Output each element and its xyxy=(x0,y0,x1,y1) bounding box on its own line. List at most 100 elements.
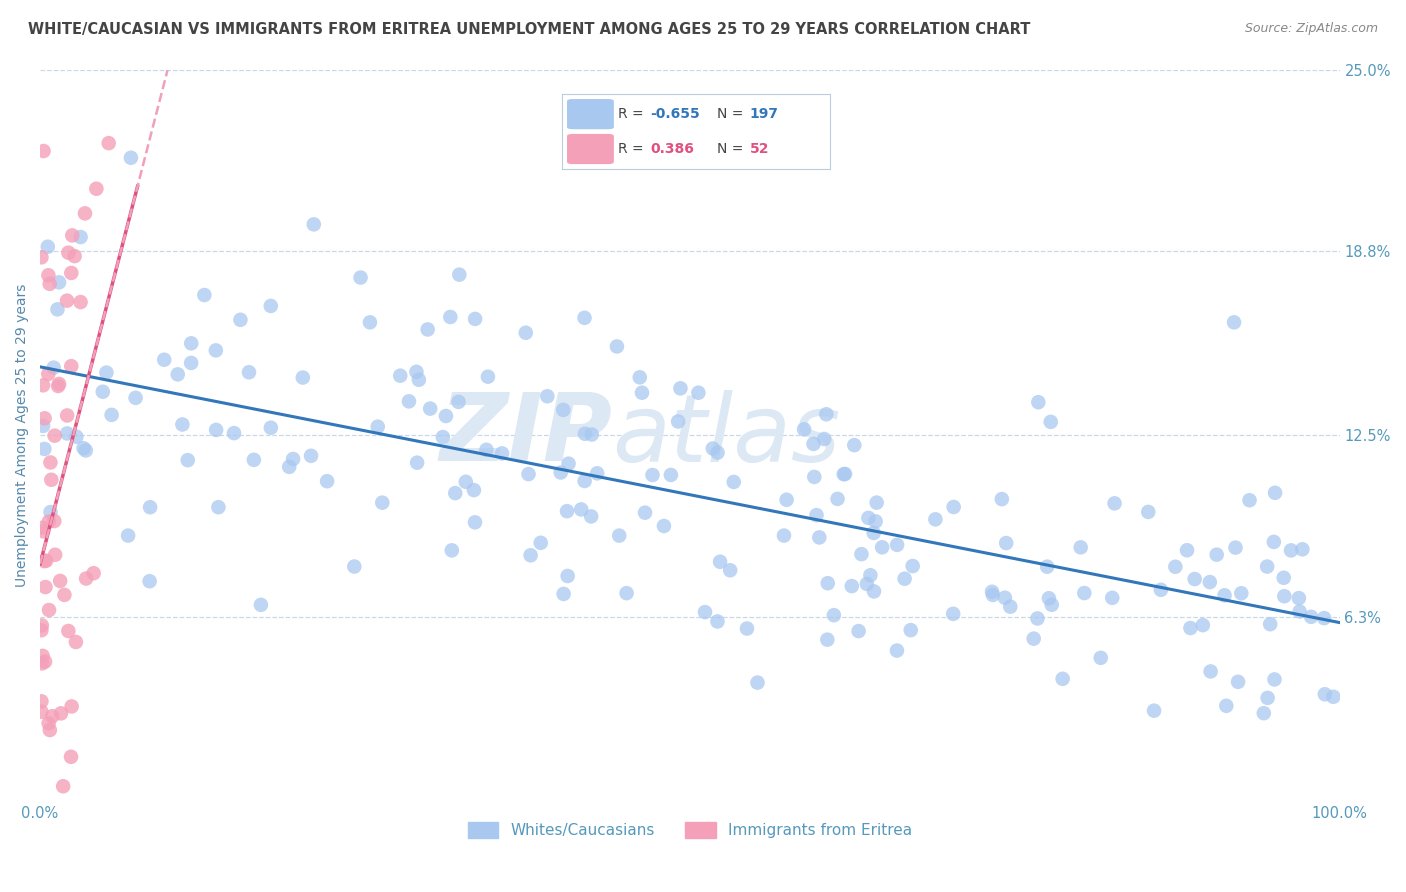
Point xyxy=(477,369,499,384)
Point xyxy=(32,144,55,158)
Point xyxy=(449,268,471,282)
Text: ZIP: ZIP xyxy=(439,390,612,482)
Point xyxy=(586,467,609,481)
Point xyxy=(44,514,66,528)
Point xyxy=(32,378,55,392)
Point xyxy=(46,379,69,393)
Point xyxy=(856,577,879,591)
Point xyxy=(1272,571,1295,585)
Point xyxy=(557,569,579,583)
Point xyxy=(1230,586,1253,600)
Point xyxy=(96,366,118,380)
Point xyxy=(44,548,66,562)
Point xyxy=(718,563,741,577)
Point xyxy=(46,302,69,317)
Point xyxy=(1313,687,1336,701)
Point xyxy=(53,588,76,602)
Point xyxy=(581,427,603,442)
Point xyxy=(553,587,575,601)
Point xyxy=(735,622,758,636)
FancyBboxPatch shape xyxy=(568,100,613,128)
Point xyxy=(1279,543,1302,558)
Point xyxy=(291,370,314,384)
Text: R =: R = xyxy=(619,107,648,121)
Point xyxy=(278,459,301,474)
Point xyxy=(39,455,62,469)
Point xyxy=(48,276,70,290)
Point xyxy=(359,315,381,329)
Point xyxy=(834,467,856,481)
Point xyxy=(866,495,889,509)
Point xyxy=(693,605,716,619)
Point xyxy=(60,228,83,243)
Point xyxy=(702,442,724,456)
Point xyxy=(893,572,915,586)
Point xyxy=(222,426,245,441)
Point xyxy=(666,414,689,428)
Point xyxy=(1180,621,1202,635)
Point xyxy=(1205,548,1227,562)
Point xyxy=(803,470,825,484)
Point xyxy=(243,452,266,467)
Point xyxy=(38,723,60,737)
Point xyxy=(808,530,831,544)
Point xyxy=(41,709,63,723)
Point xyxy=(817,576,839,591)
Point xyxy=(1052,672,1074,686)
Point xyxy=(447,395,470,409)
Point xyxy=(859,568,882,582)
Point xyxy=(44,428,66,442)
Point xyxy=(606,339,628,353)
Point xyxy=(688,385,710,400)
Point xyxy=(41,473,63,487)
Point xyxy=(193,288,215,302)
Point xyxy=(641,468,664,483)
Point xyxy=(464,516,486,530)
Text: 52: 52 xyxy=(749,142,769,156)
Point xyxy=(1288,605,1310,619)
Point xyxy=(60,749,83,764)
Point xyxy=(886,538,908,552)
Point xyxy=(37,268,59,283)
Point xyxy=(238,365,260,379)
Point xyxy=(1040,598,1063,612)
Point xyxy=(844,438,866,452)
Point xyxy=(806,508,828,522)
Point xyxy=(1253,706,1275,721)
Point xyxy=(1301,610,1323,624)
Point xyxy=(49,574,72,588)
Point xyxy=(773,528,796,542)
Point xyxy=(1192,618,1215,632)
Point xyxy=(75,443,97,458)
Point xyxy=(166,368,188,382)
Point xyxy=(75,572,97,586)
Point xyxy=(631,385,654,400)
Point xyxy=(30,705,52,719)
Point xyxy=(37,240,59,254)
Point xyxy=(1143,704,1166,718)
Text: N =: N = xyxy=(717,142,748,156)
Point xyxy=(832,467,855,482)
Point xyxy=(607,528,630,542)
Point xyxy=(367,419,389,434)
Point xyxy=(574,426,596,441)
Point xyxy=(1022,632,1045,646)
Point xyxy=(669,381,692,395)
Point xyxy=(550,466,572,480)
Point xyxy=(1227,674,1250,689)
Point xyxy=(389,368,412,383)
Point xyxy=(260,420,283,434)
Point xyxy=(517,467,540,481)
Point xyxy=(58,245,80,260)
Point xyxy=(405,365,427,379)
Point xyxy=(281,452,304,467)
Point xyxy=(56,409,79,423)
Point xyxy=(1215,698,1237,713)
Point xyxy=(464,312,486,326)
Point xyxy=(634,506,657,520)
Point xyxy=(124,391,146,405)
Point xyxy=(432,430,454,444)
Point xyxy=(1272,589,1295,603)
Point xyxy=(408,373,430,387)
Point xyxy=(851,547,873,561)
